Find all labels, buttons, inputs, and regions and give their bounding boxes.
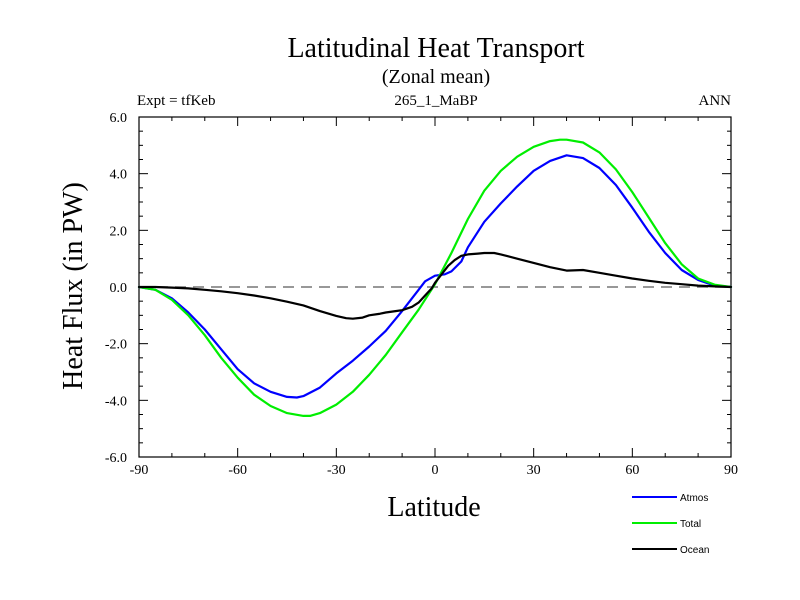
legend-label-ocean: Ocean bbox=[680, 545, 709, 556]
y-tick-label: 2.0 bbox=[110, 224, 128, 239]
x-tick-label: 0 bbox=[432, 463, 439, 478]
plot-area: -90 -60 -30 0 30 60 90 -6.0 -4.0 -2.0 0.0 2.0 4.0 6.0 bbox=[105, 111, 738, 478]
x-axis-label: Latitude bbox=[387, 492, 480, 523]
legend: Atmos Total Ocean bbox=[632, 493, 709, 556]
chart-title: Latitudinal Heat Transport bbox=[287, 33, 584, 64]
chart-subtitle: (Zonal mean) bbox=[382, 66, 490, 88]
experiment-label: Expt = tfKeb bbox=[137, 93, 215, 109]
series-line-atmos bbox=[137, 154, 733, 399]
series-line-total bbox=[137, 138, 733, 417]
x-tick-label: -30 bbox=[327, 463, 346, 478]
legend-label-atmos: Atmos bbox=[680, 493, 708, 504]
x-tick-label: 30 bbox=[527, 463, 541, 478]
x-tick-label: 60 bbox=[625, 463, 639, 478]
x-tick-label: -90 bbox=[130, 463, 149, 478]
x-tick-label: -60 bbox=[228, 463, 247, 478]
y-tick-label: -4.0 bbox=[105, 394, 127, 409]
series-line-ocean bbox=[137, 251, 733, 320]
y-tick-label: 0.0 bbox=[110, 281, 128, 296]
y-tick-label: 6.0 bbox=[110, 111, 128, 126]
legend-label-total: Total bbox=[680, 519, 701, 530]
x-tick-label: 90 bbox=[724, 463, 738, 478]
y-tick-label: 4.0 bbox=[110, 168, 128, 183]
run-label: 265_1_MaBP bbox=[394, 93, 477, 109]
season-label: ANN bbox=[699, 93, 732, 109]
y-tick-label: -6.0 bbox=[105, 451, 127, 466]
y-tick-label: -2.0 bbox=[105, 338, 127, 353]
y-axis-label: Heat Flux (in PW) bbox=[58, 182, 89, 390]
